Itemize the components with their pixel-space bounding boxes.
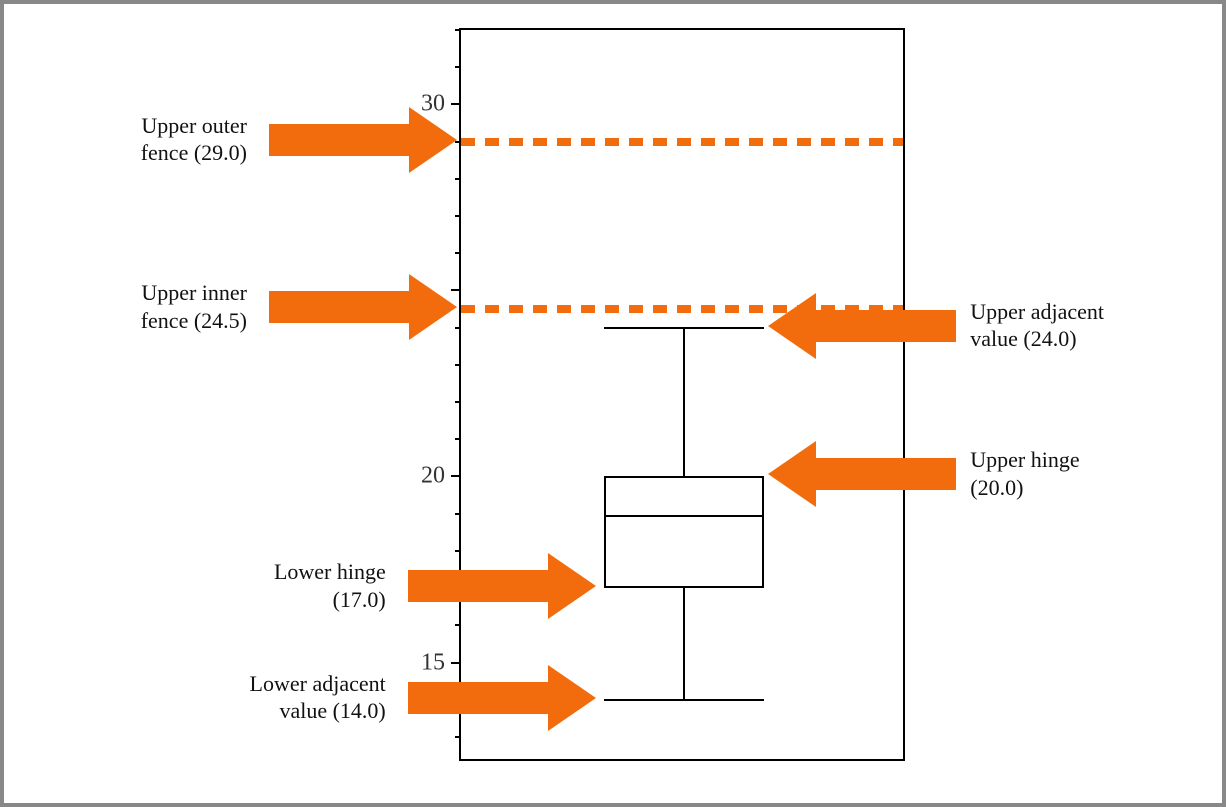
annotation-label: Lower hinge (17.0) (274, 558, 386, 613)
y-minor-tick (455, 736, 461, 738)
annotation-label: Upper inner fence (24.5) (141, 279, 247, 334)
y-minor-tick (455, 438, 461, 440)
y-minor-tick (455, 624, 461, 626)
y-minor-tick (455, 215, 461, 217)
annotation-arrow (408, 665, 596, 731)
annotation-label: Upper hinge (20.0) (970, 446, 1079, 501)
y-minor-tick (455, 29, 461, 31)
y-minor-tick (455, 550, 461, 552)
whisker-cap-lower (604, 699, 765, 701)
plot-frame: 152030 (459, 28, 905, 761)
median-line (606, 515, 763, 517)
whisker-lower (683, 588, 685, 700)
fence-line (461, 138, 903, 146)
y-minor-tick (455, 513, 461, 515)
y-minor-tick (455, 252, 461, 254)
y-minor-tick (455, 178, 461, 180)
y-tick-label: 20 (421, 463, 445, 490)
annotation-label: Upper adjacent value (24.0) (970, 298, 1104, 353)
y-tick (451, 475, 461, 477)
y-minor-tick (455, 66, 461, 68)
annotation-arrow (269, 107, 457, 173)
annotation-arrow (768, 293, 956, 359)
y-minor-tick (455, 401, 461, 403)
box (604, 476, 765, 588)
whisker-cap-upper (604, 327, 765, 329)
diagram-canvas: 152030 Upper outer fence (29.0) Upper inn… (0, 0, 1226, 807)
annotation-arrow (768, 441, 956, 507)
y-tick (451, 662, 461, 664)
annotation-arrow (408, 553, 596, 619)
annotation-label: Upper outer fence (29.0) (141, 112, 247, 167)
annotation-label: Lower adjacent value (14.0) (250, 670, 386, 725)
whisker-upper (683, 328, 685, 477)
y-minor-tick (455, 364, 461, 366)
y-tick (451, 103, 461, 105)
annotation-arrow (269, 274, 457, 340)
